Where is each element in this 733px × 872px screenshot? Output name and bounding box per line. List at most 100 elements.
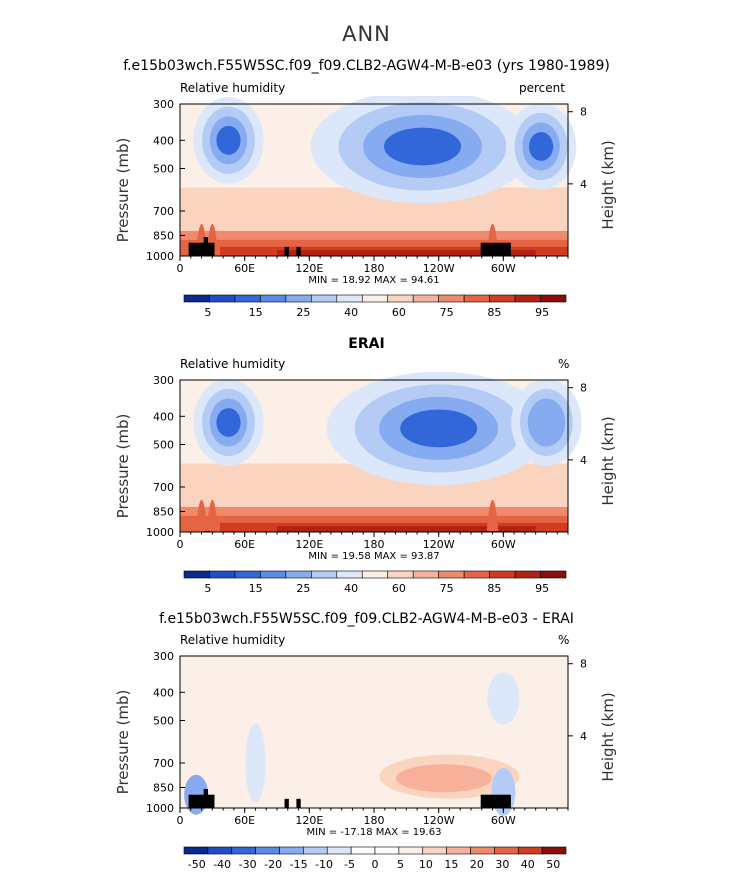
lon-tick-label: 0 — [177, 814, 184, 827]
lon-tick-label: 120E — [295, 814, 323, 827]
colorbar-swatch — [446, 846, 471, 855]
colorbar-label: 60 — [392, 306, 406, 319]
y-axis-label: Pressure (mb) — [114, 690, 132, 795]
colorbar-label: -30 — [239, 858, 257, 871]
colorbar-label: -40 — [213, 858, 231, 871]
convective-plume — [486, 499, 499, 532]
height-tick-label: 4 — [580, 454, 587, 467]
y2-axis-label: Height (km) — [599, 692, 617, 781]
colorbar-swatch — [398, 846, 424, 855]
pressure-tick-label: 850 — [153, 505, 174, 518]
lon-tick-label: 60W — [491, 262, 516, 275]
colorbar-label: 10 — [419, 858, 433, 871]
colorbar-label: 5 — [397, 858, 404, 871]
lon-tick-label: 60W — [491, 814, 516, 827]
colorbar-swatch — [463, 294, 490, 303]
dry-core — [528, 132, 554, 161]
colorbar-swatch — [183, 846, 209, 855]
colorbar-label: 15 — [249, 306, 263, 319]
colorbar-label: 85 — [487, 306, 501, 319]
pressure-tick-label: 500 — [153, 714, 174, 727]
topography-mask — [480, 242, 511, 256]
topography-mask — [284, 246, 289, 256]
colorbar-label: 15 — [444, 858, 458, 871]
panel-3-variable: Relative humidity — [180, 633, 286, 647]
colorbar-swatch — [540, 294, 567, 303]
topography-mask — [203, 788, 209, 808]
topography-mask — [188, 242, 215, 256]
panel-2-units: % — [558, 357, 570, 371]
colorbar-swatch — [514, 570, 541, 579]
colorbar-label: 95 — [535, 582, 549, 595]
colorbar-swatch — [207, 846, 233, 855]
panel-2-title: ERAI — [348, 336, 385, 352]
stats-label: MIN = 18.92 MAX = 94.61 — [308, 275, 439, 286]
colorbar-swatch — [234, 570, 261, 579]
colorbar-label: 40 — [344, 582, 358, 595]
panel-3-units: % — [558, 633, 570, 647]
colorbar-label: -15 — [290, 858, 308, 871]
colorbar-swatch — [387, 570, 414, 579]
y2-axis-label: Height (km) — [599, 140, 617, 229]
topography-mask — [188, 794, 215, 808]
topography-mask — [296, 798, 301, 808]
pressure-tick-label: 500 — [153, 162, 174, 175]
colorbar-swatch — [183, 294, 210, 303]
panel-1-title: f.e15b03wch.F55W5SC.f09_f09.CLB2-AGW4-M-… — [123, 58, 610, 74]
colorbar-label: 40 — [344, 306, 358, 319]
colorbar-swatch — [489, 570, 516, 579]
negative-anomaly — [487, 672, 520, 725]
panel-3-title: f.e15b03wch.F55W5SC.f09_f09.CLB2-AGW4-M-… — [159, 611, 574, 627]
colorbar-label: 75 — [440, 306, 454, 319]
lon-tick-label: 120E — [295, 262, 323, 275]
dry-core — [400, 409, 478, 448]
colorbar-swatch — [311, 570, 338, 579]
colorbar-label: 5 — [204, 306, 211, 319]
lon-tick-label: 0 — [177, 538, 184, 551]
pressure-tick-label: 400 — [153, 686, 174, 699]
colorbar-label: 20 — [470, 858, 484, 871]
height-tick-label: 8 — [580, 106, 587, 119]
colorbar-label: 15 — [249, 582, 263, 595]
convective-plume — [206, 499, 219, 532]
dry-core — [384, 127, 461, 166]
colorbar-label: 30 — [495, 858, 509, 871]
colorbar-label: 40 — [521, 858, 535, 871]
colorbar-swatch — [303, 846, 328, 855]
colorbar-label: 5 — [204, 582, 211, 595]
colorbar-label: -20 — [264, 858, 282, 871]
colorbar-swatch — [285, 294, 312, 303]
negative-anomaly — [245, 722, 266, 803]
figure-title: ANN — [342, 22, 391, 46]
contour-field — [180, 96, 577, 256]
colorbar-swatch — [183, 570, 210, 579]
lon-tick-label: 60E — [234, 262, 255, 275]
pressure-tick-label: 700 — [153, 757, 174, 770]
pressure-tick-label: 850 — [153, 781, 174, 794]
colorbar-label: 25 — [296, 306, 310, 319]
panel-2-variable: Relative humidity — [180, 357, 286, 371]
pressure-tick-label: 1000 — [146, 250, 174, 263]
dry-contour-inner — [527, 398, 566, 447]
topography-mask — [203, 236, 209, 256]
stats-label: MIN = 19.58 MAX = 93.87 — [308, 551, 439, 562]
colorbar-swatch — [260, 294, 287, 303]
y2-axis-label: Height (km) — [599, 416, 617, 505]
colorbar-swatch — [540, 570, 567, 579]
dry-core — [216, 125, 241, 155]
pressure-tick-label: 300 — [153, 98, 174, 111]
dry-core — [216, 408, 241, 437]
lon-tick-label: 120W — [423, 814, 455, 827]
y-axis-label: Pressure (mb) — [114, 138, 132, 243]
colorbar-label: 60 — [392, 582, 406, 595]
colorbar-swatch — [285, 570, 312, 579]
colorbar-swatch — [361, 570, 389, 579]
convective-plume — [195, 499, 208, 532]
colorbar-label: 85 — [487, 582, 501, 595]
colorbar-swatch — [374, 846, 400, 855]
lon-tick-label: 120W — [423, 262, 455, 275]
pressure-tick-label: 700 — [153, 481, 174, 494]
moist-core — [277, 250, 536, 256]
